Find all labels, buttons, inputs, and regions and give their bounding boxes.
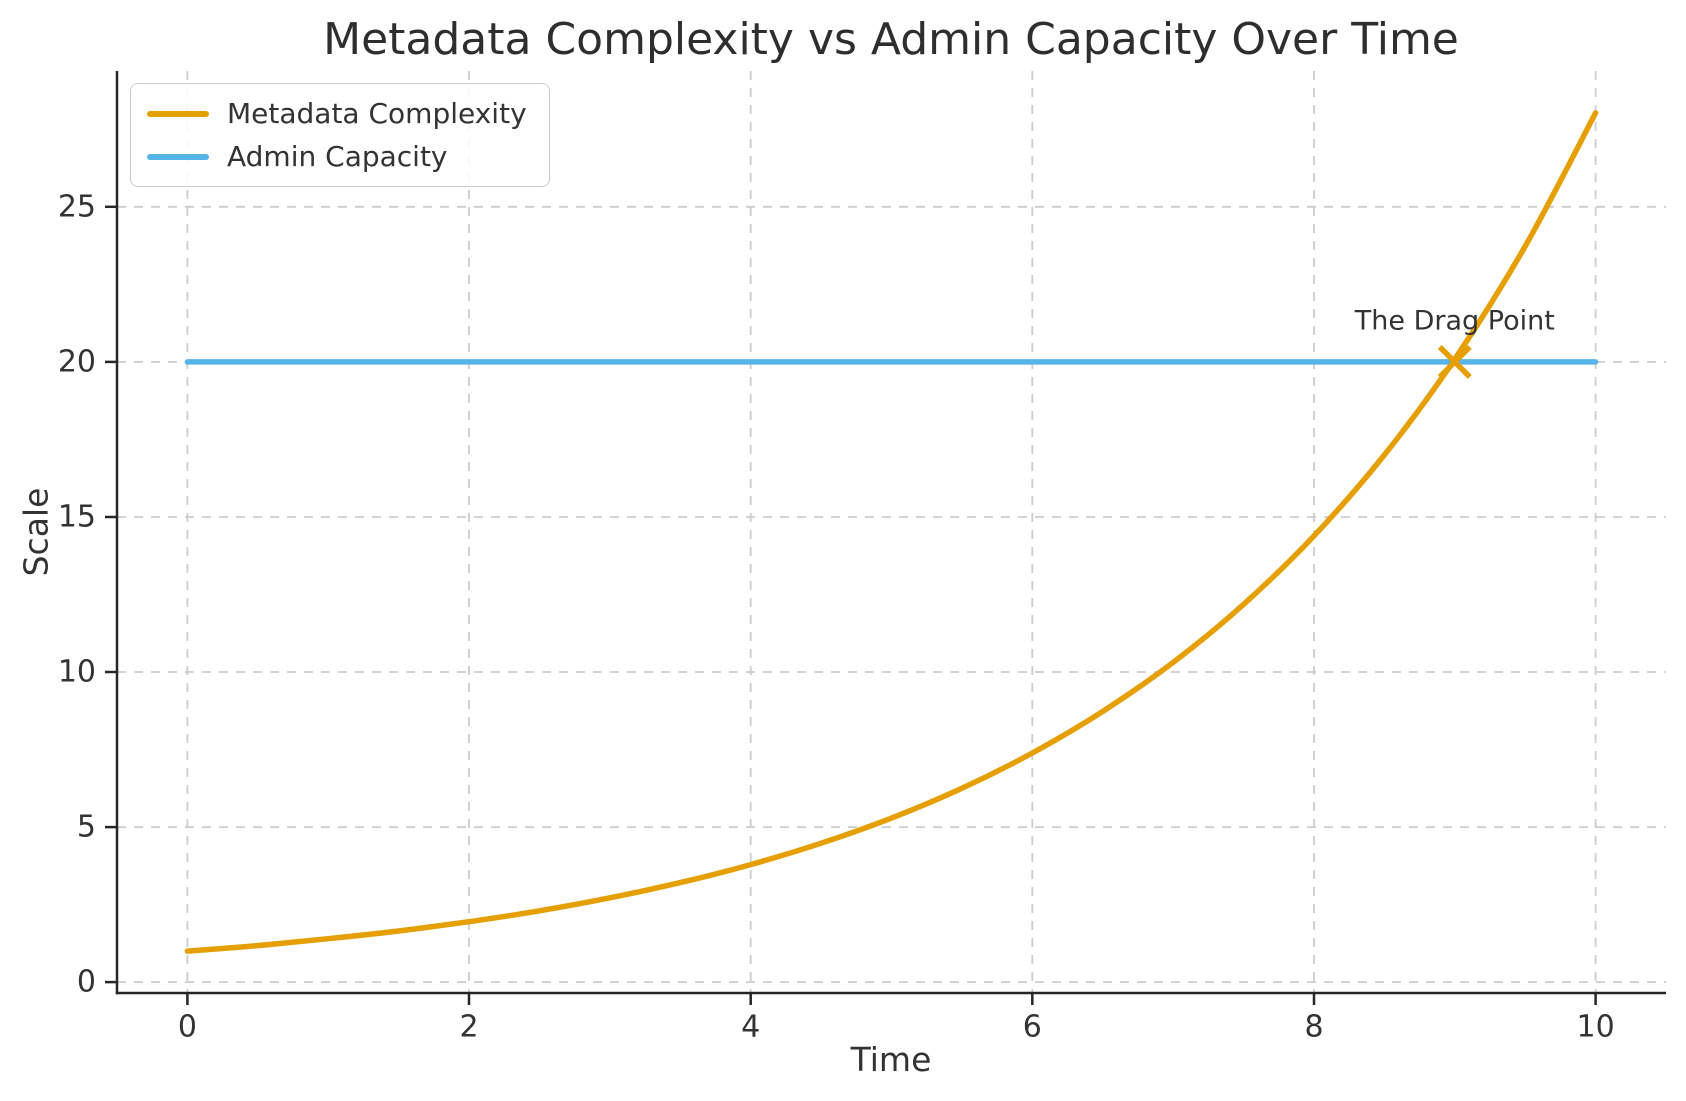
legend-line-sample [147,110,209,117]
legend-item-label: Metadata Complexity [227,97,527,130]
y-tick-label-5: 5 [77,810,96,845]
drag-point-marker [1437,344,1472,379]
y-tick-label-20: 20 [58,344,96,379]
y-axis-label: Scale [16,487,56,577]
y-tick-label-15: 15 [58,500,96,535]
chart-title: Metadata Complexity vs Admin Capacity Ov… [323,14,1459,65]
y-tick-label-0: 0 [77,965,96,1000]
series-line-metadata-complexity [184,110,1599,954]
x-tick-label-0: 0 [178,1010,197,1045]
legend-line-sample [147,153,209,160]
x-tick-label-8: 8 [1304,1010,1323,1045]
legend-item-admin-capacity: Admin Capacity [147,140,527,173]
y-tick-label-10: 10 [58,655,96,690]
x-tick-label-10: 10 [1577,1010,1615,1045]
y-tick-label-25: 25 [58,189,96,224]
legend-item-metadata-complexity: Metadata Complexity [147,97,527,130]
x-axis-label: Time [850,1040,932,1079]
legend-item-label: Admin Capacity [227,140,448,173]
x-tick-label-6: 6 [1023,1010,1042,1045]
legend: Metadata Complexity Admin Capacity [130,83,550,187]
x-tick-label-2: 2 [459,1010,478,1045]
annotation-drag-point: The Drag Point [1354,305,1555,337]
x-tick-label-4: 4 [741,1010,760,1045]
